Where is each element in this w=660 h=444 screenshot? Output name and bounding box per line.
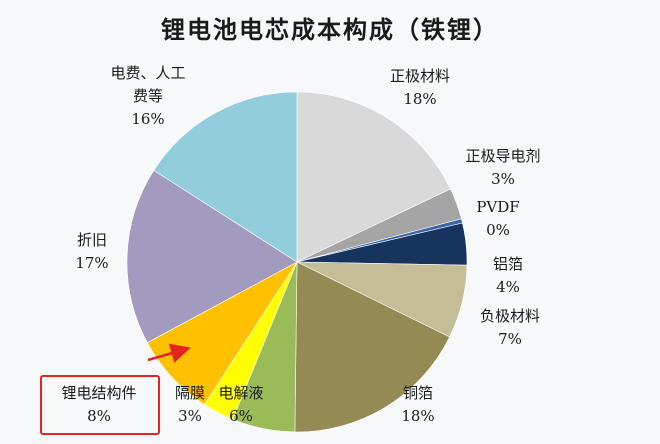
slice-label: 隔膜 3% xyxy=(174,384,206,425)
pie-slice-5 xyxy=(294,261,450,433)
slice-label: 正极导电剂 3% xyxy=(465,147,541,188)
chart-title: 锂电池电芯成本构成（铁锂） xyxy=(161,15,499,44)
highlight-arrow xyxy=(147,343,191,363)
slice-label: 正极材料 18% xyxy=(389,67,451,108)
slice-label-highlighted: 锂电结构件 8% xyxy=(61,384,137,425)
highlight-box xyxy=(40,375,160,435)
pie-slice-0 xyxy=(296,91,451,263)
slice-label: 负极材料 7% xyxy=(479,307,541,348)
slice-label: PVDF 0% xyxy=(476,198,520,239)
slice-label: 电费、人工费等 16% xyxy=(110,64,186,128)
slice-label: 电解液 6% xyxy=(218,384,264,425)
pie-slice-9 xyxy=(126,169,298,344)
slice-label: 铝箔 4% xyxy=(492,255,524,296)
pie-slice-10 xyxy=(153,91,298,263)
slice-label: 铜箔 18% xyxy=(401,384,435,425)
slice-label: 折旧 17% xyxy=(75,231,109,272)
